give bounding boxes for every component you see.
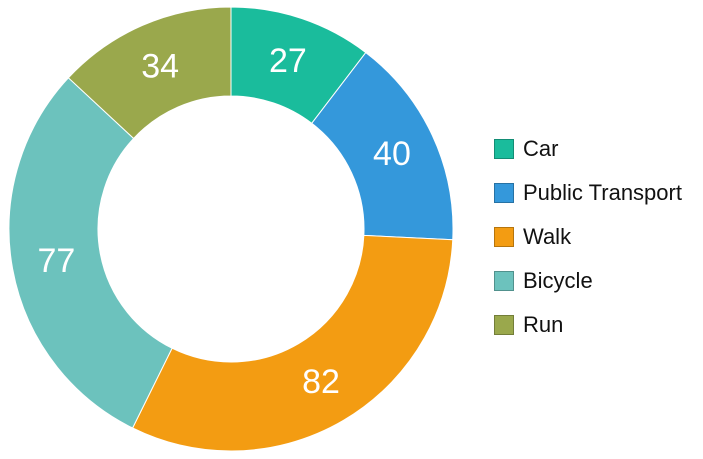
legend-swatch bbox=[494, 227, 514, 247]
legend-swatch bbox=[494, 139, 514, 159]
data-label-car: 27 bbox=[269, 42, 307, 80]
legend-label: Car bbox=[523, 136, 559, 161]
data-label-bicycle: 77 bbox=[37, 242, 75, 280]
legend-label: Walk bbox=[523, 224, 572, 249]
legend-item-run[interactable]: Run bbox=[494, 303, 682, 347]
legend-label: Public Transport bbox=[523, 180, 682, 205]
legend-item-public-transport[interactable]: Public Transport bbox=[494, 171, 682, 215]
legend-item-bicycle[interactable]: Bicycle bbox=[494, 259, 682, 303]
data-label-public-transport: 40 bbox=[373, 135, 411, 173]
legend-item-car[interactable]: Car bbox=[494, 127, 682, 171]
legend: Car Public Transport Walk Bicycle Run bbox=[494, 127, 682, 347]
legend-label: Run bbox=[523, 312, 564, 337]
data-label-run: 34 bbox=[141, 47, 179, 85]
legend-swatch bbox=[494, 183, 514, 203]
data-label-walk: 82 bbox=[302, 363, 340, 401]
slice-run[interactable] bbox=[67, 6, 232, 140]
slice-walk[interactable] bbox=[131, 234, 454, 452]
legend-item-walk[interactable]: Walk bbox=[494, 215, 682, 259]
donut-chart: 27 40 82 77 34 bbox=[8, 6, 454, 452]
slice-bicycle[interactable] bbox=[8, 77, 173, 429]
legend-label: Bicycle bbox=[523, 268, 593, 293]
legend-swatch bbox=[494, 271, 514, 291]
legend-swatch bbox=[494, 315, 514, 335]
